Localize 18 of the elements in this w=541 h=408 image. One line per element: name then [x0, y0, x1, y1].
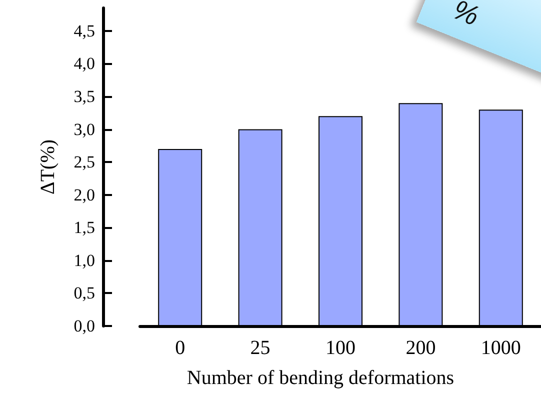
y-tick-label: 3,0 [74, 120, 95, 139]
y-tick-label: 0,0 [74, 316, 95, 336]
y-axis-title: ΔT(%) [37, 139, 59, 195]
x-tick-label: 0 [175, 337, 186, 359]
y-tick-label: 0,5 [74, 284, 95, 303]
y-tick-label: 2,5 [74, 152, 95, 172]
x-tick-label: 100 [326, 337, 356, 359]
x-tick-label: 25 [250, 337, 270, 359]
x-tick-label: 200 [406, 337, 436, 359]
y-tick-label: 3,5 [74, 87, 95, 106]
annotation: % [448, 0, 484, 32]
y-tick-label: 2,0 [74, 185, 95, 204]
x-tick-label: 1000 [480, 337, 521, 359]
y-tick-label: 1,0 [74, 250, 95, 270]
y-tick-label: 4,5 [74, 21, 95, 40]
y-tick-label: 1,5 [74, 218, 95, 238]
y-tick-label: 4,0 [74, 54, 95, 74]
x-axis-title: Number of bending deformations [186, 367, 454, 389]
